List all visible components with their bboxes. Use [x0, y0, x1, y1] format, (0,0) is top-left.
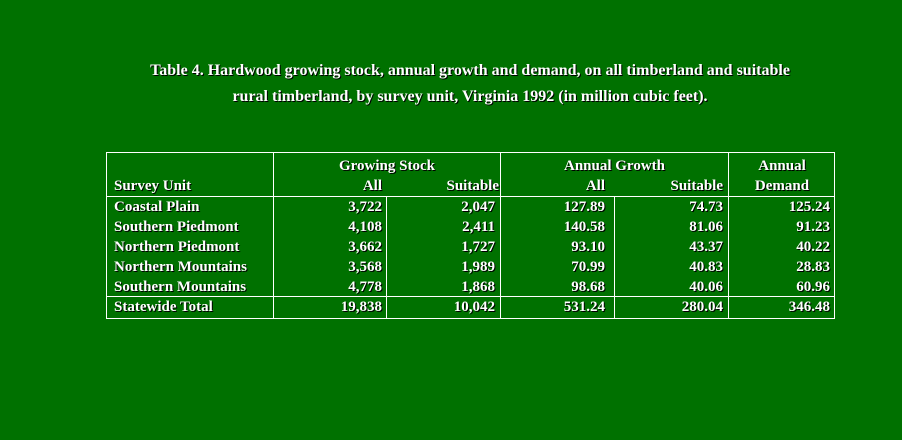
header-ag-suitable: Suitable [670, 178, 723, 194]
row-gs-suitable: 1,727 [461, 239, 495, 255]
row-ag-all: 127.89 [563, 199, 605, 215]
row-gs-all: 4,778 [348, 279, 382, 295]
row-unit: Southern Mountains [114, 279, 247, 295]
column-divider [500, 153, 501, 318]
row-ag-suitable: 81.06 [689, 219, 723, 235]
total-unit: Statewide Total [114, 299, 213, 315]
total-ag-suitable: 280.04 [681, 299, 723, 315]
row-unit: Northern Piedmont [114, 239, 240, 255]
row-gs-all: 4,108 [348, 219, 382, 235]
column-divider [728, 153, 729, 318]
header-demand: Demand [754, 178, 810, 194]
caption-line-1: Table 4. Hardwood growing stock, annual … [150, 62, 790, 79]
row-ag-all: 70.99 [571, 259, 605, 275]
column-divider [273, 153, 274, 318]
header-rule [107, 196, 834, 197]
row-gs-all: 3,568 [348, 259, 382, 275]
row-demand: 40.22 [796, 239, 830, 255]
table-caption: Table 4. Hardwood growing stock, annual … [60, 58, 880, 110]
row-gs-suitable: 2,047 [461, 199, 495, 215]
total-ag-all: 531.24 [563, 299, 605, 315]
row-demand: 28.83 [796, 259, 830, 275]
total-gs-all: 19,838 [340, 299, 382, 315]
row-demand: 125.24 [788, 199, 830, 215]
row-gs-suitable: 2,411 [462, 219, 495, 235]
row-ag-suitable: 40.06 [689, 279, 723, 295]
row-demand: 60.96 [796, 279, 830, 295]
total-demand: 346.48 [788, 299, 830, 315]
row-demand: 91.23 [796, 219, 830, 235]
row-gs-suitable: 1,868 [461, 279, 495, 295]
total-rule [107, 296, 834, 297]
header-survey-unit: Survey Unit [114, 178, 192, 194]
column-divider [614, 196, 615, 318]
header-growing-stock: Growing Stock [339, 158, 435, 174]
row-ag-suitable: 40.83 [689, 259, 723, 275]
header-gs-suitable: Suitable [446, 178, 499, 194]
data-table: Growing Stock Annual Growth Annual Surve… [106, 152, 835, 319]
row-gs-all: 3,662 [348, 239, 382, 255]
header-annual-demand: Annual [758, 158, 806, 174]
row-unit: Coastal Plain [114, 199, 200, 215]
row-ag-suitable: 43.37 [689, 239, 723, 255]
header-gs-all: All [362, 178, 382, 194]
total-gs-suitable: 10,042 [453, 299, 495, 315]
row-ag-all: 93.10 [571, 239, 605, 255]
row-unit: Southern Piedmont [114, 219, 239, 235]
column-divider [386, 196, 387, 318]
row-ag-suitable: 74.73 [689, 199, 723, 215]
row-ag-all: 98.68 [571, 279, 605, 295]
caption-line-2: rural timberland, by survey unit, Virgin… [232, 88, 708, 105]
row-gs-suitable: 1,989 [461, 259, 495, 275]
row-ag-all: 140.58 [563, 219, 605, 235]
row-gs-all: 3,722 [348, 199, 382, 215]
header-annual-growth: Annual Growth [563, 158, 665, 174]
row-unit: Northern Mountains [114, 259, 247, 275]
header-ag-all: All [585, 178, 605, 194]
